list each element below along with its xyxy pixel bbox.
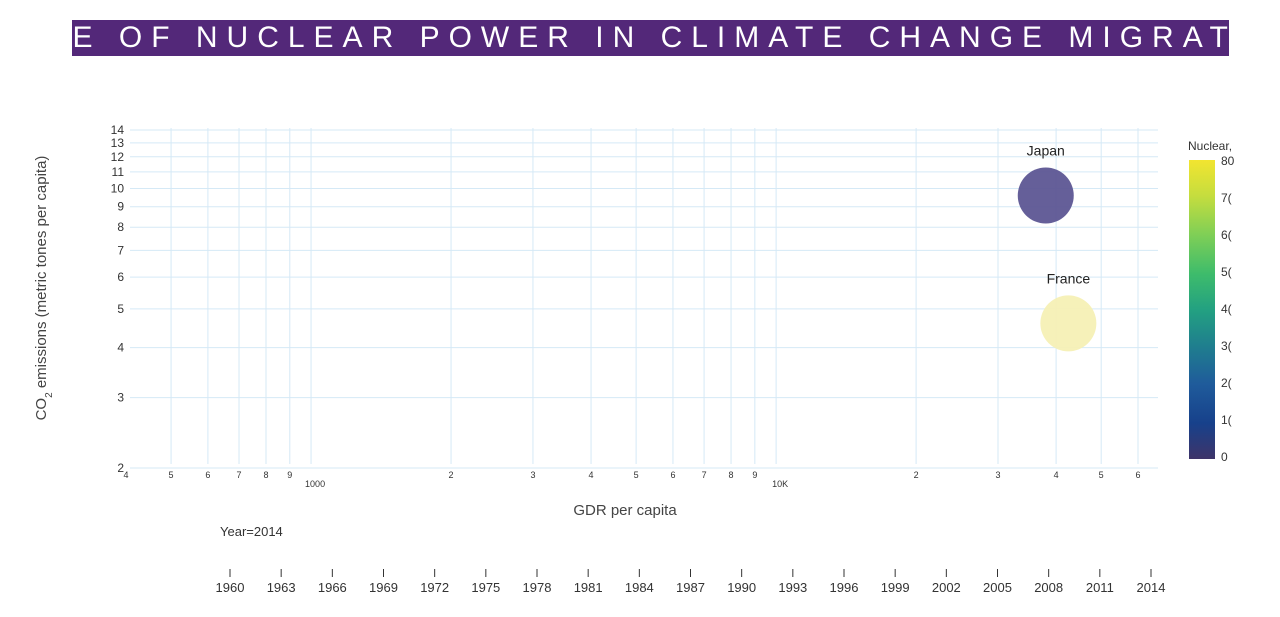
slider-year-label[interactable]: 1960 bbox=[216, 580, 245, 595]
title-banner: ROLE OF NUCLEAR POWER IN CLIMATE CHANGE … bbox=[0, 20, 1280, 56]
y-tick-label: 8 bbox=[117, 220, 124, 234]
x-tick-label: 9 bbox=[287, 470, 292, 480]
bubble-label-japan: Japan bbox=[1027, 143, 1065, 159]
x-tick-label: 3 bbox=[995, 470, 1000, 480]
y-tick-label: 14 bbox=[111, 123, 125, 137]
x-tick-label: 6 bbox=[205, 470, 210, 480]
colorbar-tick-label: 7( bbox=[1221, 191, 1232, 205]
colorbar-tick-label: 6( bbox=[1221, 228, 1232, 242]
y-tick-label: 2 bbox=[117, 461, 124, 475]
x-tick-label: 8 bbox=[263, 470, 268, 480]
slider-year-label[interactable]: 2011 bbox=[1086, 580, 1114, 595]
slider-year-label[interactable]: 1978 bbox=[523, 580, 552, 595]
y-axis-title: CO2 emissions (metric tones per capita) bbox=[33, 156, 55, 421]
y-tick-label: 6 bbox=[117, 270, 124, 284]
y-tick-label: 5 bbox=[117, 302, 124, 316]
x-tick-label: 4 bbox=[123, 470, 128, 480]
slider-year-label[interactable]: 1984 bbox=[625, 580, 654, 595]
grid-lines bbox=[130, 128, 1158, 469]
slider-year-label[interactable]: 2008 bbox=[1034, 580, 1063, 595]
x-tick-label: 4 bbox=[1054, 470, 1059, 480]
data-points[interactable]: Japan France bbox=[1017, 143, 1097, 352]
colorbar-tick-label: 0 bbox=[1221, 450, 1228, 464]
x-tick-label: 1000 bbox=[305, 479, 325, 489]
bubble-france[interactable] bbox=[1040, 295, 1097, 352]
x-tick-label: 2 bbox=[914, 470, 919, 480]
colorbar-gradient bbox=[1189, 160, 1215, 459]
slider-year-label[interactable]: 1999 bbox=[881, 580, 910, 595]
colorbar-title: Nuclear, bbox=[1188, 139, 1232, 153]
x-tick-label: 6 bbox=[670, 470, 675, 480]
slider-year-label[interactable]: 1996 bbox=[830, 580, 859, 595]
slider-year-label[interactable]: 1975 bbox=[471, 580, 500, 595]
y-tick-label: 4 bbox=[117, 341, 124, 355]
x-tick-label: 2 bbox=[449, 470, 454, 480]
y-tick-label: 7 bbox=[117, 243, 124, 257]
x-tick-label: 7 bbox=[237, 470, 242, 480]
colorbar-tick-label: 2( bbox=[1221, 376, 1232, 390]
y-tick-label: 12 bbox=[111, 150, 125, 164]
slider-year-label[interactable]: 1972 bbox=[420, 580, 449, 595]
slider-year-label[interactable]: 2014 bbox=[1137, 580, 1166, 595]
colorbar-tick-label: 1( bbox=[1221, 413, 1232, 427]
slider-year-label[interactable]: 1987 bbox=[676, 580, 705, 595]
y-tick-label: 9 bbox=[117, 200, 124, 214]
slider-year-label[interactable]: 1966 bbox=[318, 580, 347, 595]
x-tick-label: 5 bbox=[1099, 470, 1104, 480]
y-tick-label: 3 bbox=[117, 391, 124, 405]
colorbar-tick-label: 5( bbox=[1221, 265, 1232, 279]
y-tick-label: 11 bbox=[112, 165, 125, 179]
x-tick-label: 10K bbox=[772, 479, 788, 489]
slider-year-label[interactable]: 1963 bbox=[267, 580, 296, 595]
colorbar: Nuclear, 0 1( 2( 3( 4( 5( 6( 7( 80 bbox=[1188, 139, 1235, 464]
bubble-japan[interactable] bbox=[1017, 167, 1074, 224]
x-tick-label: 4 bbox=[589, 470, 594, 480]
y-tick-label: 10 bbox=[111, 181, 125, 195]
slider-year-label[interactable]: 2005 bbox=[983, 580, 1012, 595]
x-tick-label: 7 bbox=[702, 470, 707, 480]
year-slider[interactable]: 1960 1963 1966 1969 1972 1975 1978 1981 1984 1987… bbox=[216, 569, 1166, 595]
x-tick-label: 3 bbox=[530, 470, 535, 480]
x-axis-title: GDR per capita bbox=[573, 502, 677, 519]
x-tick-label: 9 bbox=[752, 470, 757, 480]
slider-year-label[interactable]: 1981 bbox=[574, 580, 603, 595]
page-title: ROLE OF NUCLEAR POWER IN CLIMATE CHANGE … bbox=[0, 21, 1280, 54]
slider-year-label[interactable]: 1969 bbox=[369, 580, 398, 595]
colorbar-tick-label: 4( bbox=[1221, 302, 1232, 316]
colorbar-tick-label: 3( bbox=[1221, 339, 1232, 353]
x-tick-label: 5 bbox=[169, 470, 174, 480]
slider-year-label[interactable]: 2002 bbox=[932, 580, 961, 595]
x-axis-ticks: 4 5 6 7 8 9 1000 2 3 4 5 6 7 8 9 10K 2 3 4 5 6 bbox=[123, 470, 1140, 489]
bubble-label-france: France bbox=[1047, 270, 1091, 286]
x-tick-label: 5 bbox=[634, 470, 639, 480]
animation-frame-label: Year=2014 bbox=[220, 524, 283, 539]
y-tick-label: 13 bbox=[111, 136, 125, 150]
x-tick-label: 8 bbox=[729, 470, 734, 480]
colorbar-tick-label: 80 bbox=[1221, 154, 1235, 168]
slider-year-label[interactable]: 1990 bbox=[727, 580, 756, 595]
slider-year-label[interactable]: 1993 bbox=[778, 580, 807, 595]
x-tick-label: 6 bbox=[1135, 470, 1140, 480]
